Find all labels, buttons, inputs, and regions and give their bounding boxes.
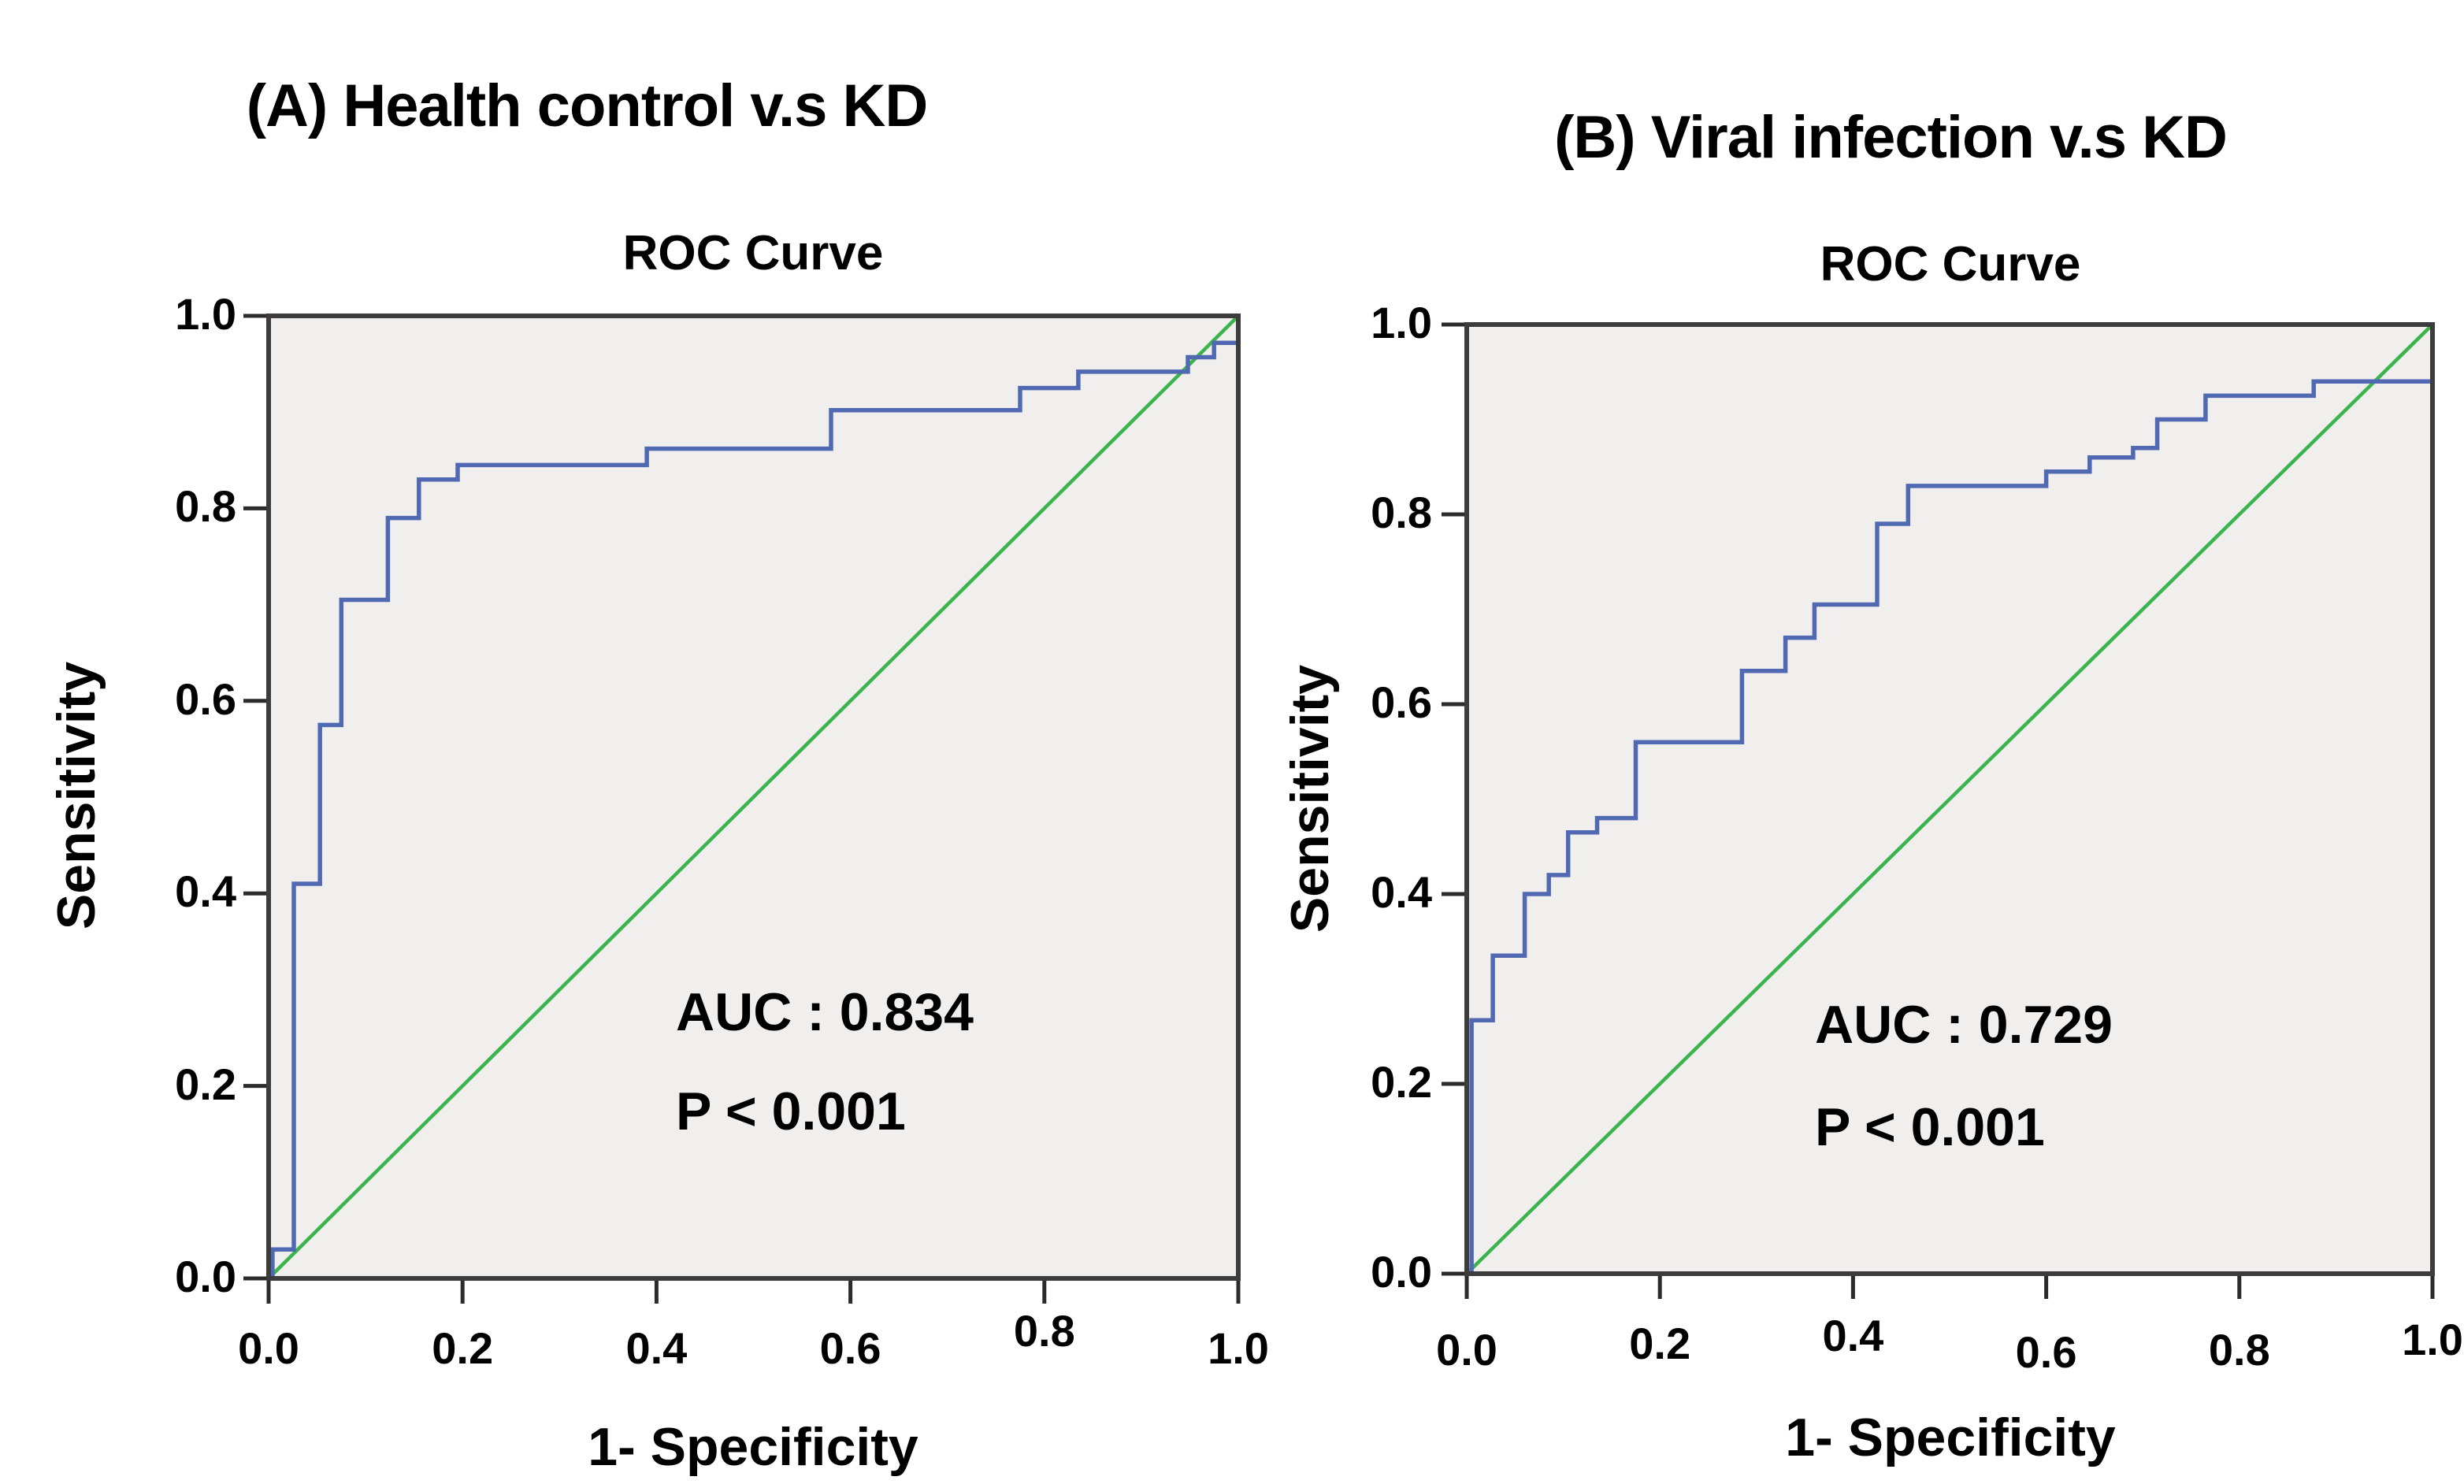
panel-b-y-tick-label: 0.0	[1371, 1247, 1432, 1297]
panel-a-x-axis-label: 1- Specificity	[588, 1417, 918, 1477]
panel-b-y-tick-label: 0.6	[1371, 677, 1432, 727]
panel-a-x-tick-label: 0.6	[819, 1323, 881, 1373]
panel-a-y-tick-label: 0.2	[175, 1059, 236, 1109]
panel-a-title: (A) Health control v.s KD	[246, 72, 929, 139]
panel-a-y-tick-label: 0.4	[175, 866, 236, 917]
panel-a-auc-value: AUC : 0.834	[676, 982, 974, 1042]
panel-a-x-tick-label: 0.0	[238, 1323, 299, 1373]
panel-a-chart-title: ROC Curve	[622, 226, 884, 280]
panel-b-x-tick-label: 0.6	[2015, 1327, 2077, 1377]
panel-a-x-tick-label: 0.8	[1013, 1306, 1075, 1356]
panel-a-roc-plot	[243, 313, 1241, 1304]
panel-b-title: (B) Viral infection v.s KD	[1554, 103, 2228, 171]
panel-a-x-tick-label: 1.0	[1208, 1323, 1269, 1373]
panel-b-x-tick-label: 0.8	[2208, 1325, 2270, 1375]
panel-b-x-tick-label: 0.0	[1436, 1325, 1497, 1375]
panel-b-auc-value: AUC : 0.729	[1815, 995, 2113, 1055]
panel-a-x-tick-label: 0.2	[432, 1323, 494, 1373]
panel-a-y-tick-label: 0.0	[175, 1252, 236, 1301]
panel-a-p-value: P < 0.001	[676, 1081, 906, 1141]
panel-b-x-tick-label: 0.2	[1629, 1319, 1691, 1368]
panel-a-x-tick-label: 0.4	[625, 1323, 688, 1373]
panel-b-x-tick-label: 0.4	[1822, 1311, 1884, 1360]
panel-b-y-tick-label: 0.8	[1371, 488, 1432, 537]
panel-b-x-axis-label: 1- Specificity	[1785, 1408, 2116, 1467]
panel-a-y-tick-label: 0.8	[175, 481, 236, 532]
panel-b-y-tick-label: 1.0	[1371, 298, 1432, 347]
panel-a-y-tick-label: 0.6	[175, 673, 236, 724]
panel-b-x-tick-label: 1.0	[2402, 1315, 2463, 1364]
panel-b-y-tick-label: 0.2	[1371, 1057, 1432, 1107]
panel-b-y-tick-label: 0.4	[1371, 867, 1432, 917]
panel-b-roc-plot	[1442, 322, 2435, 1299]
panel-a-y-tick-label: 1.0	[175, 289, 236, 339]
panel-b-p-value: P < 0.001	[1815, 1097, 2045, 1157]
panel-b-chart-title: ROC Curve	[1820, 237, 2081, 291]
